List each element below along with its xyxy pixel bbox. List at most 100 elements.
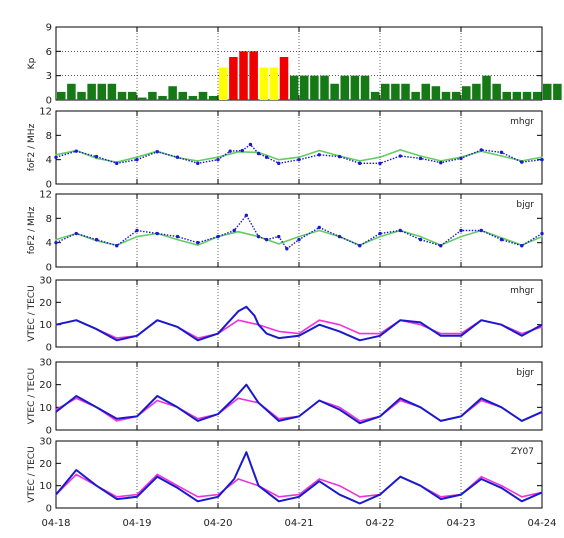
kp-bar (219, 67, 228, 100)
y-tick-label: 10 (39, 481, 52, 492)
y-tick-label: 0 (46, 426, 52, 437)
series-median-point (480, 399, 483, 402)
series-observed-point (337, 154, 342, 159)
series-median-point (520, 496, 523, 498)
series-observed-point (196, 240, 200, 245)
y-tick-label: 8 (46, 214, 52, 225)
series-median-point (237, 319, 240, 322)
series-median-point (399, 399, 402, 402)
series-median-point (358, 332, 361, 335)
kp-bar (198, 91, 208, 100)
kp-bar (158, 95, 167, 100)
kp-bar (300, 75, 309, 100)
series-observed-point (74, 231, 78, 236)
series-median-point (277, 330, 280, 333)
x-tick-label: 04-19 (122, 518, 151, 529)
series-observed-point (418, 156, 423, 161)
station-label: ZY07 (511, 447, 534, 457)
series-observed-point (337, 234, 342, 239)
series-observed-point (540, 157, 544, 162)
series-observed-point (317, 153, 321, 157)
kp-bar (462, 86, 471, 100)
kp-bar (77, 91, 86, 100)
panel-kp (55, 26, 562, 101)
series-observed-point (175, 155, 180, 159)
series-median-point (115, 496, 118, 498)
series-median-point (318, 478, 321, 480)
series-observed-trace (55, 214, 543, 250)
kp-bar (370, 91, 380, 100)
series-median-point (358, 420, 361, 422)
series-observed-point (317, 225, 321, 230)
series-observed-point (277, 161, 281, 166)
y-tick-label: 30 (39, 276, 52, 287)
series-observed-point (94, 237, 99, 242)
kp-bar (269, 67, 279, 100)
series-median-point (358, 160, 361, 162)
kp-bar (279, 57, 289, 100)
y-axis-label: VTEC / TECU (27, 285, 37, 341)
y-tick-label: 0 (46, 96, 52, 107)
kp-bar (482, 75, 491, 100)
series-observed-point (398, 228, 402, 233)
series-median-point (196, 244, 199, 246)
y-tick-label: 12 (39, 190, 52, 201)
series-median-point (419, 235, 422, 238)
series-observed-point (297, 237, 301, 242)
series-observed-point (439, 161, 443, 165)
kp-bar (229, 57, 238, 100)
kp-bar (259, 67, 269, 100)
series-observed-point (248, 142, 253, 147)
y-tick-label: 12 (39, 107, 52, 118)
series-observed-point (54, 155, 58, 159)
series-observed-point (499, 237, 504, 242)
kp-bar (411, 91, 420, 100)
series-observed-point (74, 149, 78, 153)
series-median-point (115, 337, 118, 339)
series-observed-point (240, 148, 244, 153)
y-tick-label: 3 (46, 71, 52, 82)
series-median-point (55, 238, 57, 241)
series-median-point (298, 332, 300, 335)
series-median-point (541, 326, 543, 328)
series-median-point (237, 478, 240, 480)
y-axis-label: Kp (27, 57, 37, 69)
series-median-point (318, 149, 321, 152)
series-median-point (156, 399, 159, 402)
kp-bar (360, 75, 370, 100)
kp-bar (127, 91, 137, 100)
y-tick-label: 8 (46, 131, 52, 142)
kp-bar (522, 91, 532, 100)
series-median-point (196, 496, 199, 498)
y-tick-label: 30 (39, 437, 52, 448)
x-tick-label: 04-22 (365, 518, 394, 529)
series-median-point (298, 235, 300, 238)
series-median-point (318, 319, 321, 322)
y-tick-label: 9 (46, 23, 52, 34)
series-observed-point (378, 161, 382, 166)
kp-bar (492, 83, 501, 100)
series-observed-point (540, 231, 544, 236)
kp-bar (239, 51, 248, 100)
series-observed-point (459, 228, 463, 233)
series-median-point (541, 156, 543, 159)
series-median-point (520, 332, 523, 335)
series-observed-line (55, 383, 543, 425)
series-median-point (439, 332, 442, 335)
series-median-point (338, 406, 341, 409)
series-observed-point (439, 244, 443, 248)
series-observed-point (155, 231, 159, 236)
kp-bar (249, 51, 258, 100)
kp-bar (431, 86, 441, 100)
series-median-point (439, 496, 442, 498)
kp-bar (381, 83, 390, 100)
series-median-point (338, 323, 341, 326)
series-median-point (318, 229, 321, 232)
series-median-point (419, 155, 422, 157)
series-observed-point (285, 247, 289, 251)
kp-bar (117, 91, 127, 100)
series-observed-point (135, 157, 139, 162)
series-observed-point (216, 234, 220, 239)
series-observed-point (115, 161, 119, 166)
